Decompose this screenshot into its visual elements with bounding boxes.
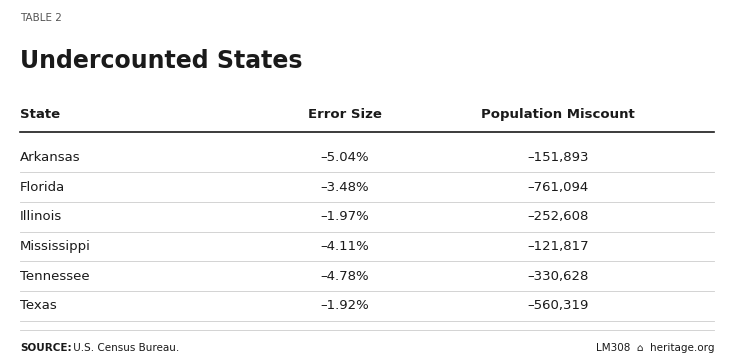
Text: Undercounted States: Undercounted States: [20, 49, 302, 73]
Text: LM308  ⌂  heritage.org: LM308 ⌂ heritage.org: [596, 342, 714, 353]
Text: Population Miscount: Population Miscount: [481, 108, 635, 121]
Text: Texas: Texas: [20, 299, 57, 312]
Text: –5.04%: –5.04%: [321, 151, 369, 164]
Text: –761,094: –761,094: [527, 181, 589, 194]
Text: Florida: Florida: [20, 181, 65, 194]
Text: U.S. Census Bureau.: U.S. Census Bureau.: [70, 342, 179, 353]
Text: –252,608: –252,608: [527, 210, 589, 223]
Text: –330,628: –330,628: [527, 270, 589, 283]
Text: –121,817: –121,817: [527, 240, 589, 253]
Text: –4.11%: –4.11%: [321, 240, 369, 253]
Text: TABLE 2: TABLE 2: [20, 13, 62, 23]
Text: –151,893: –151,893: [527, 151, 589, 164]
Text: Mississippi: Mississippi: [20, 240, 91, 253]
Text: –4.78%: –4.78%: [321, 270, 369, 283]
Text: State: State: [20, 108, 60, 121]
Text: Tennessee: Tennessee: [20, 270, 90, 283]
Text: –1.92%: –1.92%: [321, 299, 369, 312]
Text: Error Size: Error Size: [308, 108, 382, 121]
Text: –560,319: –560,319: [527, 299, 589, 312]
Text: SOURCE:: SOURCE:: [20, 342, 71, 353]
Text: –3.48%: –3.48%: [321, 181, 369, 194]
Text: Arkansas: Arkansas: [20, 151, 81, 164]
Text: –1.97%: –1.97%: [321, 210, 369, 223]
Text: Illinois: Illinois: [20, 210, 62, 223]
